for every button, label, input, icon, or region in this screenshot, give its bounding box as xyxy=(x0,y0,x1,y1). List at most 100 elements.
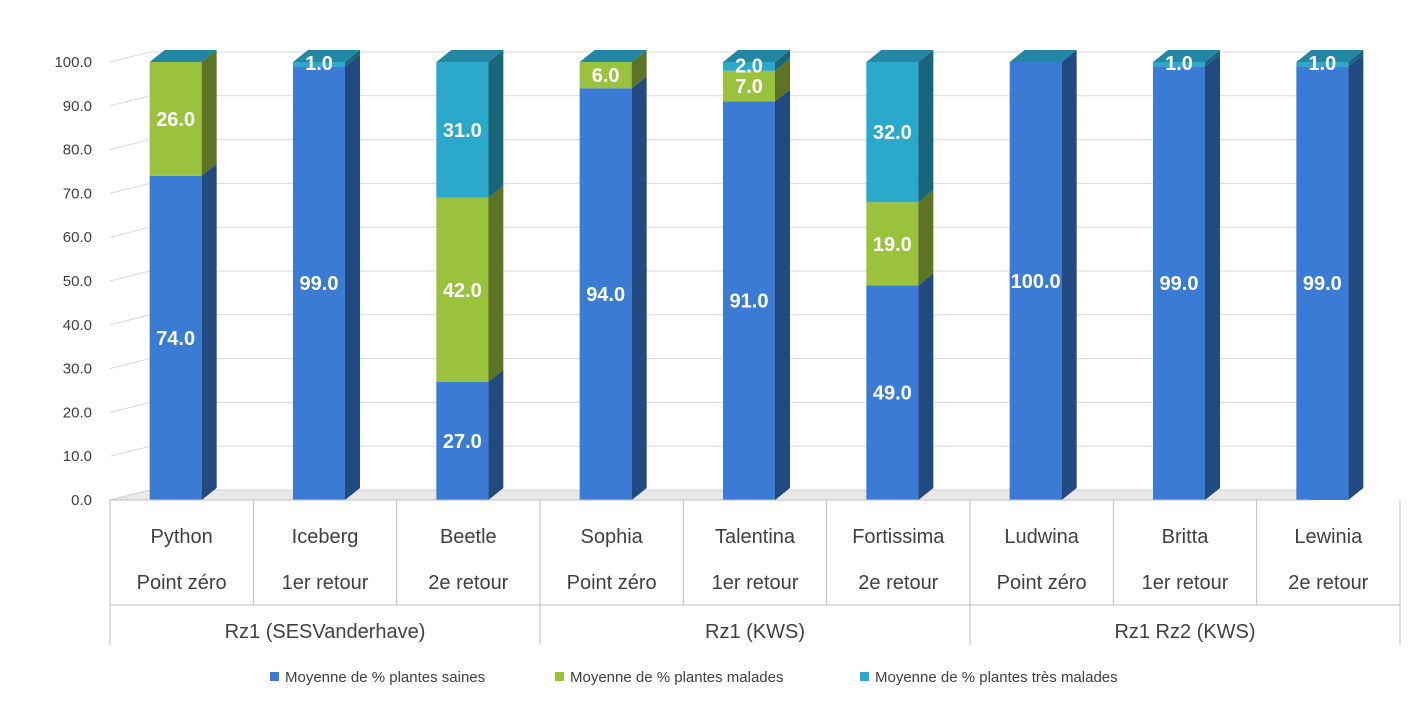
x-category-variety: Iceberg xyxy=(292,526,359,548)
y-tick-label: 30.0 xyxy=(63,361,92,378)
y-tick-label: 40.0 xyxy=(63,317,92,334)
y-tick-label: 60.0 xyxy=(63,229,92,246)
legend-label: Moyenne de % plantes très malades xyxy=(875,669,1118,686)
bars-layer xyxy=(149,50,1364,501)
x-category-stage: 2e retour xyxy=(858,572,938,594)
y-tick-label: 80.0 xyxy=(63,142,92,159)
data-label: 26.0 xyxy=(156,109,195,131)
bar-segment xyxy=(436,197,489,382)
bar-segment xyxy=(149,175,202,500)
bar-segment xyxy=(1296,62,1349,67)
x-category-stage: 2e retour xyxy=(428,572,508,594)
data-labels-layer: 74.0 26.0 99.0 1.0 27.0 42.0 31.0 94.0 6.0 91.0 7.… xyxy=(156,53,1342,453)
bar-segment xyxy=(436,381,489,500)
x-category-stage: Point zéro xyxy=(137,572,227,594)
bar-segment-side xyxy=(918,190,934,286)
bar-top xyxy=(1009,50,1077,62)
y-tick-label: 0.0 xyxy=(71,492,92,509)
bar-top xyxy=(149,50,217,62)
data-label: 1.0 xyxy=(305,53,333,75)
bar-top xyxy=(1153,50,1220,62)
bar-segment-side xyxy=(1348,50,1364,67)
bar-segment-side xyxy=(1205,54,1220,500)
x-category-variety: Beetle xyxy=(440,526,497,548)
x-category-stage: 1er retour xyxy=(282,572,369,594)
bar-segment-side xyxy=(1348,54,1364,500)
bar-segment xyxy=(1153,62,1205,67)
bar-segment-side xyxy=(488,185,504,382)
bar-top xyxy=(723,50,790,62)
legend-swatch xyxy=(270,672,279,681)
data-label: 94.0 xyxy=(586,284,625,306)
bar-segment-side xyxy=(1205,50,1220,67)
legend-swatch xyxy=(860,672,869,681)
bar-segment xyxy=(866,202,919,286)
y-tick-label: 20.0 xyxy=(63,404,92,421)
bar-top xyxy=(866,50,934,62)
bar-segment xyxy=(149,62,202,176)
bar-segment xyxy=(723,70,775,102)
x-category-stage: Point zéro xyxy=(997,572,1087,594)
x-category-variety: Sophia xyxy=(581,526,644,548)
bar-segment xyxy=(293,62,345,67)
bar-segment-side xyxy=(345,54,360,500)
y-tick-label: 100.0 xyxy=(54,54,92,71)
x-group-label: Rz1 (SESVanderhave) xyxy=(225,621,426,643)
x-category-stage: Point zéro xyxy=(567,572,657,594)
bar-segment-side xyxy=(488,50,504,198)
bar-segment-side xyxy=(918,273,934,500)
data-label: 91.0 xyxy=(730,291,769,313)
bar-top xyxy=(1296,50,1364,62)
data-label: 49.0 xyxy=(873,383,912,405)
x-group-label: Rz1 (KWS) xyxy=(705,621,805,643)
x-category-variety: Fortissima xyxy=(852,526,945,548)
bar-segment-side xyxy=(631,50,647,89)
bar-segment xyxy=(436,62,489,198)
x-category-variety: Ludwina xyxy=(1004,526,1079,548)
bar-segment xyxy=(1009,62,1062,500)
gridline xyxy=(109,51,1355,63)
bar-segment xyxy=(866,285,919,500)
bar-segment-side xyxy=(775,58,790,102)
bar-segment xyxy=(723,101,775,501)
bar-segment xyxy=(866,62,919,203)
data-label: 1.0 xyxy=(1308,53,1336,75)
x-category-stage: 1er retour xyxy=(712,572,799,594)
data-label: 2.0 xyxy=(735,55,763,77)
data-label: 99.0 xyxy=(300,273,339,295)
data-label: 6.0 xyxy=(592,65,620,87)
x-category-variety: Lewinia xyxy=(1294,526,1363,548)
x-category-variety: Talentina xyxy=(715,526,796,548)
data-label: 32.0 xyxy=(873,122,912,144)
data-label: 100.0 xyxy=(1011,271,1061,293)
bar-top xyxy=(293,50,360,62)
bar-top xyxy=(436,50,504,62)
legend: Moyenne de % plantes saines Moyenne de % … xyxy=(270,669,1118,686)
x-category-stage: 2e retour xyxy=(1288,572,1368,594)
bar-segment-side xyxy=(1061,50,1077,500)
x-category-variety: Python xyxy=(151,526,213,548)
x-category-stage: 1er retour xyxy=(1142,572,1229,594)
bar-segment-side xyxy=(775,50,790,71)
y-tick-label: 70.0 xyxy=(63,185,92,202)
legend-label: Moyenne de % plantes malades xyxy=(570,669,783,686)
bar-segment xyxy=(1153,66,1205,500)
bar-segment-side xyxy=(201,163,217,500)
bar-segment xyxy=(1296,66,1349,500)
data-label: 27.0 xyxy=(443,431,482,453)
legend-label: Moyenne de % plantes saines xyxy=(285,669,485,686)
bar-segment-side xyxy=(631,76,647,500)
legend-swatch xyxy=(555,672,564,681)
bar-segment-side xyxy=(345,50,360,67)
y-tick-label: 50.0 xyxy=(63,273,92,290)
data-label: 74.0 xyxy=(156,328,195,350)
y-tick-label: 90.0 xyxy=(63,98,92,115)
axis-layer: 0.0 10.0 20.0 30.0 40.0 50.0 60.0 70.0 80.0 90.0 1… xyxy=(54,54,1401,645)
data-label: 42.0 xyxy=(443,280,482,302)
bar-segment-side xyxy=(201,50,217,176)
bar-top xyxy=(579,50,647,62)
data-label: 99.0 xyxy=(1303,273,1342,295)
bar-segment xyxy=(579,62,632,89)
